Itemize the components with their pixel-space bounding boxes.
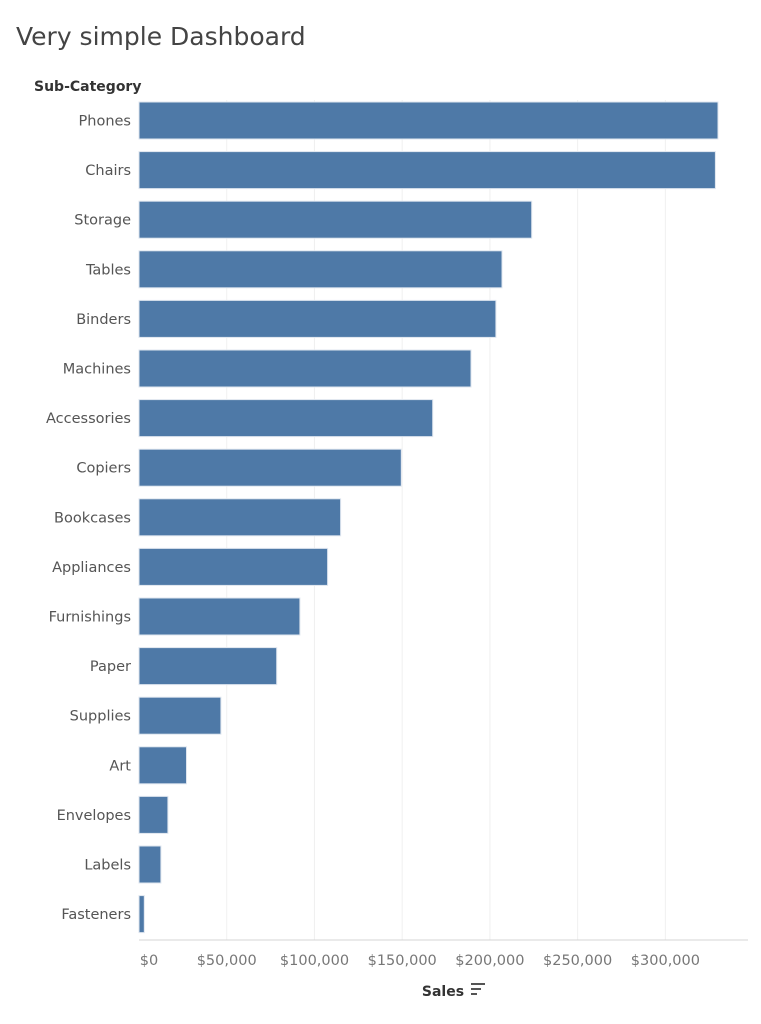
sort-descending-icon[interactable]: [471, 983, 485, 995]
category-label-binders[interactable]: Binders: [76, 312, 131, 328]
category-label-fasteners[interactable]: Fasteners: [61, 907, 131, 923]
bars: [138, 101, 719, 934]
category-label-labels[interactable]: Labels: [84, 858, 131, 874]
category-label-furnishings[interactable]: Furnishings: [49, 610, 131, 626]
bar-appliances[interactable]: [138, 547, 329, 586]
bar-binders[interactable]: [138, 299, 497, 338]
bar-copiers[interactable]: [138, 448, 402, 487]
category-label-appliances[interactable]: Appliances: [52, 560, 131, 576]
x-axis-ticks: $0 $50,000 $100,000 $150,000 $200,000 $250,00…: [140, 953, 700, 969]
bar-tables[interactable]: [138, 250, 503, 289]
category-label-bookcases[interactable]: Bookcases: [54, 510, 131, 526]
x-tick-label: $150,000: [368, 953, 437, 969]
bar-machines[interactable]: [138, 349, 472, 388]
bar-labels[interactable]: [138, 845, 162, 884]
x-tick-label: $250,000: [543, 953, 612, 969]
category-labels: Phones Chairs Storage Tables Binders Machines…: [46, 114, 131, 924]
x-tick-label: $50,000: [197, 953, 257, 969]
category-label-machines[interactable]: Machines: [63, 362, 131, 378]
bar-furnishings[interactable]: [138, 597, 301, 636]
bar-phones[interactable]: [138, 101, 719, 140]
row-header-label[interactable]: Sub-Category: [34, 79, 141, 95]
bar-fasteners[interactable]: [138, 895, 145, 934]
category-label-supplies[interactable]: Supplies: [70, 709, 131, 725]
bar-accessories[interactable]: [138, 399, 434, 438]
bar-bookcases[interactable]: [138, 498, 342, 537]
x-tick-label: $100,000: [280, 953, 349, 969]
x-tick-label: $200,000: [455, 953, 524, 969]
category-label-tables[interactable]: Tables: [85, 262, 131, 278]
x-axis-title[interactable]: Sales: [422, 984, 464, 1000]
category-label-art[interactable]: Art: [109, 758, 131, 774]
category-label-storage[interactable]: Storage: [74, 213, 131, 229]
x-tick-label: $300,000: [631, 953, 700, 969]
category-label-phones[interactable]: Phones: [79, 114, 131, 130]
bar-paper[interactable]: [138, 647, 278, 686]
category-label-envelopes[interactable]: Envelopes: [57, 808, 131, 824]
category-label-copiers[interactable]: Copiers: [76, 461, 131, 477]
x-tick-label: $0: [140, 953, 158, 969]
bar-storage[interactable]: [138, 200, 533, 239]
dashboard-title: Very simple Dashboard: [16, 22, 306, 51]
category-label-chairs[interactable]: Chairs: [85, 163, 131, 179]
bar-chairs[interactable]: [138, 151, 716, 190]
category-label-accessories[interactable]: Accessories: [46, 411, 131, 427]
bar-art[interactable]: [138, 746, 187, 785]
category-label-paper[interactable]: Paper: [90, 659, 131, 675]
bar-supplies[interactable]: [138, 696, 222, 735]
bar-envelopes[interactable]: [138, 795, 169, 834]
